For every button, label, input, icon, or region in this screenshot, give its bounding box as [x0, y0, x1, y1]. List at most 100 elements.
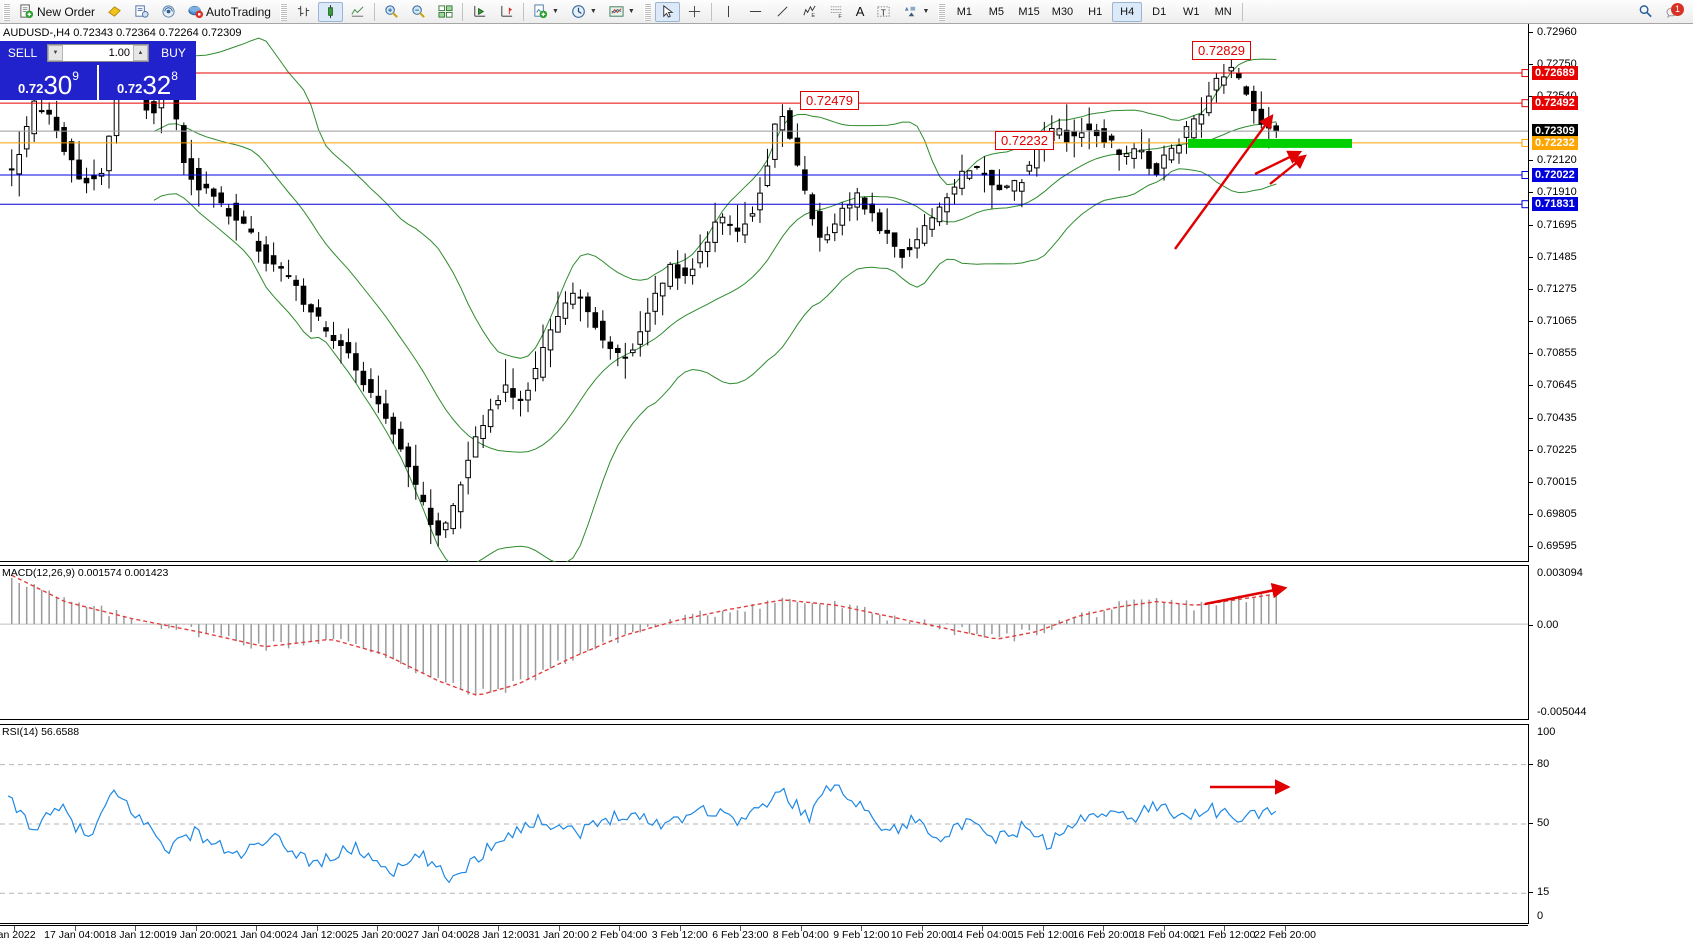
shapes-caret-icon[interactable]: ▼	[922, 8, 930, 15]
callout-target-072829[interactable]: 0.72829	[1192, 40, 1251, 60]
rsi-canvas[interactable]	[0, 725, 1528, 923]
timeframe-m30[interactable]: M30	[1051, 5, 1074, 18]
price-level-handle[interactable]	[1521, 138, 1528, 147]
templates-caret-icon[interactable]: ▼	[627, 8, 635, 15]
candlestick	[330, 321, 337, 349]
notifications-button[interactable]: 1	[1660, 2, 1686, 22]
price-level-tag-resistance[interactable]: 0.72492	[1532, 96, 1578, 111]
candlestick	[585, 292, 591, 328]
vertical-line-button[interactable]	[716, 2, 741, 22]
price-level-tag-pivot[interactable]: 0.72232	[1532, 135, 1578, 150]
fibonacci-button[interactable]: F	[824, 2, 849, 22]
candlestick	[817, 202, 823, 252]
sell-price-display[interactable]: 0.72 30 9	[0, 65, 97, 100]
timeframe-w1[interactable]: W1	[1182, 5, 1200, 18]
bollinger-upper-band	[153, 37, 1277, 359]
auto-scroll-button[interactable]	[467, 2, 492, 22]
trend-arrow-projection[interactable]	[1269, 154, 1307, 185]
price-axis-label: 0.71695	[1537, 218, 1577, 231]
price-chart-canvas[interactable]: 0.72829 0.72479 0.72232	[0, 24, 1528, 562]
period-button[interactable]: ▼	[566, 2, 602, 22]
search-button[interactable]	[1633, 2, 1658, 22]
price-level-handle[interactable]	[1521, 99, 1528, 108]
chart-area[interactable]: 0.72829 0.72479 0.72232 0.72960 0.72750 0.72…	[0, 24, 1693, 948]
period-caret-icon[interactable]: ▼	[589, 8, 597, 15]
timeframe-m15[interactable]: M15	[1018, 5, 1040, 18]
price-level-tag-current-price[interactable]: 0.72309	[1532, 124, 1578, 139]
candlestick	[1131, 142, 1137, 169]
data-window-button[interactable]	[129, 2, 154, 22]
timeframe-m5[interactable]: M5	[988, 5, 1005, 18]
toolbar-grip[interactable]	[3, 2, 10, 21]
horizontal-line-button[interactable]	[743, 2, 768, 22]
candlestick	[704, 231, 711, 268]
time-axis-label: 27 Jan 04:00	[407, 929, 469, 941]
price-level-handle[interactable]	[1521, 200, 1528, 209]
indicators-button[interactable]: ▼	[528, 2, 564, 22]
trend-arrow-up[interactable]	[1174, 114, 1274, 250]
chart-shift-button[interactable]	[494, 2, 519, 22]
expert-advisor-button[interactable]	[102, 2, 127, 22]
volume-input[interactable]: 1.00	[108, 47, 130, 59]
trendline-button[interactable]	[770, 2, 795, 22]
indicators-caret-icon[interactable]: ▼	[551, 8, 559, 15]
candlestick	[181, 122, 187, 176]
toolbar-grip-2[interactable]	[279, 2, 287, 21]
sell-price-prefix: 0.72	[18, 81, 44, 96]
cursor-button[interactable]	[654, 1, 680, 22]
toolbar-grip-3[interactable]	[643, 2, 651, 21]
price-pane[interactable]: 0.72829 0.72479 0.72232	[0, 24, 1528, 562]
new-order-button[interactable]: New Order	[14, 2, 100, 22]
candlestick-chart-button[interactable]	[317, 1, 343, 22]
callout-level-072232[interactable]: 0.72232	[995, 130, 1054, 150]
autotrading-button[interactable]: AutoTrading	[183, 2, 276, 22]
crosshair-button[interactable]	[682, 2, 707, 22]
price-axis-label: 0.72120	[1537, 154, 1577, 167]
bar-chart-button[interactable]	[291, 2, 316, 22]
price-level-tag-support[interactable]: 0.72022	[1532, 168, 1578, 182]
macd-trend-arrow[interactable]	[1204, 582, 1288, 606]
timeframe-mn[interactable]: MN	[1214, 5, 1232, 18]
elliott-wave-button[interactable]: E	[797, 2, 822, 22]
signals-button[interactable]	[156, 2, 181, 22]
macd-axis-label: 0.00	[1537, 619, 1559, 632]
timeframe-d1[interactable]: D1	[1152, 5, 1167, 18]
shapes-button[interactable]: ▼	[898, 2, 934, 22]
line-chart-button[interactable]	[345, 2, 370, 22]
zoom-out-button[interactable]	[406, 2, 431, 22]
price-level-tag-support[interactable]: 0.71831	[1532, 197, 1578, 212]
price-level-handle[interactable]	[1521, 171, 1528, 180]
rsi-pane[interactable]: RSI(14) 56.6588	[0, 724, 1528, 924]
sell-button[interactable]: SELL	[7, 46, 38, 60]
text-button[interactable]: A	[851, 2, 870, 22]
tile-windows-icon	[438, 5, 453, 18]
macd-axis[interactable]: 0.003094 0.00 -0.005044	[1528, 565, 1693, 720]
price-level-tag-resistance[interactable]: 0.72689	[1532, 66, 1578, 81]
zoom-in-button[interactable]	[379, 2, 404, 22]
volume-increment-button[interactable]: ▲	[133, 45, 148, 61]
timeframe-m1[interactable]: M1	[956, 5, 973, 18]
trend-arrow-down-right[interactable]	[1254, 150, 1303, 176]
buy-price-display[interactable]: 0.72 32 8	[97, 65, 196, 100]
volume-decrement-button[interactable]: ▼	[48, 45, 63, 61]
macd-pane[interactable]: MACD(12,26,9) 0.001574 0.001423	[0, 565, 1528, 720]
tile-windows-button[interactable]	[433, 2, 458, 22]
macd-canvas[interactable]	[0, 566, 1528, 719]
templates-button[interactable]: ▼	[604, 2, 640, 22]
price-level-handle[interactable]	[1521, 69, 1528, 78]
toolbar-grip-4[interactable]	[938, 2, 946, 21]
candlestick	[517, 390, 524, 417]
timeframe-h1[interactable]: H1	[1088, 5, 1103, 18]
time-axis-label: 16 Feb 20:00	[1072, 929, 1135, 941]
svg-text:T: T	[881, 7, 886, 17]
timeframe-h4[interactable]: H4	[1112, 1, 1143, 22]
text-label-button[interactable]: T	[871, 2, 896, 22]
support-zone-rectangle[interactable]	[1188, 138, 1352, 148]
price-axis[interactable]: 0.729600.727500.725400.721200.719100.716…	[1528, 24, 1693, 562]
candlestick	[869, 192, 876, 222]
volume-field-wrap[interactable]: ▼ 1.00 ▲	[47, 44, 149, 62]
rsi-axis[interactable]: 100 80 50 15 0	[1528, 724, 1693, 924]
callout-level-072479[interactable]: 0.72479	[800, 90, 859, 110]
buy-button[interactable]: BUY	[161, 46, 186, 60]
